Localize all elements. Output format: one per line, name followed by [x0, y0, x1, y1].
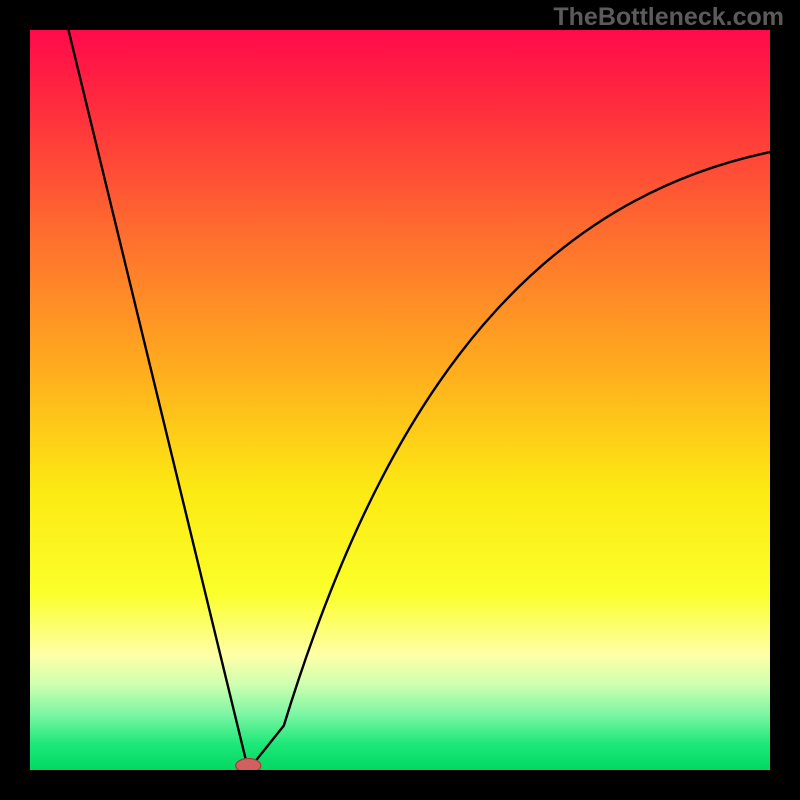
- vertex-marker: [236, 759, 261, 770]
- chart-svg: [30, 30, 770, 770]
- watermark-text: TheBottleneck.com: [553, 3, 784, 32]
- gradient-background: [30, 30, 770, 770]
- chart-frame: TheBottleneck.com: [0, 0, 800, 800]
- plot-area: [30, 30, 770, 770]
